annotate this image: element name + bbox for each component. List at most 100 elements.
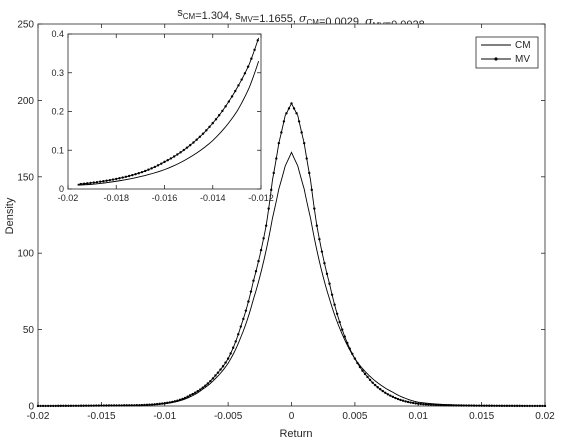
inset-point-mv: [243, 72, 247, 75]
inset-point-mv: [98, 180, 102, 183]
main-point-mv: [467, 404, 471, 407]
main-point-mv: [120, 404, 123, 407]
main-point-mv: [480, 404, 483, 407]
main-point-mv: [280, 131, 283, 134]
main-point-mv: [105, 404, 108, 407]
main-point-mv: [508, 404, 511, 408]
title-subscript-0: CM: [183, 12, 196, 21]
main-point-mv: [381, 389, 384, 393]
main-point-mv: [155, 402, 159, 406]
main-point-mv: [87, 404, 90, 407]
main-point-mv: [404, 400, 407, 403]
inset-point-mv: [237, 84, 240, 87]
inset-ytick-label-3: 0.3: [51, 68, 64, 78]
main-point-mv: [67, 404, 70, 408]
main-point-mv: [290, 102, 293, 105]
main-point-mv: [229, 352, 232, 355]
inset-point-mv: [211, 121, 214, 125]
main-point-mv: [315, 224, 319, 227]
main-point-mv: [498, 404, 501, 408]
main-point-mv: [361, 369, 364, 372]
main-point-mv: [308, 171, 311, 175]
inset-point-mv: [182, 148, 185, 152]
main-point-mv: [536, 404, 539, 408]
main-point-mv: [95, 404, 98, 407]
main-point-mv: [368, 378, 372, 382]
main-point-mv: [396, 397, 400, 401]
main-point-mv: [305, 157, 308, 160]
inset-point-mv: [195, 138, 198, 141]
main-point-mv: [219, 368, 222, 371]
inset-series-line-cm: [77, 60, 260, 186]
main-point-mv: [338, 320, 341, 324]
main-point-mv: [244, 309, 248, 312]
main-point-mv: [409, 401, 412, 404]
main-point-mv: [490, 404, 493, 407]
main-point-mv: [328, 282, 331, 285]
main-point-mv: [211, 377, 215, 380]
main-point-mv: [234, 340, 237, 343]
main-point-mv: [363, 372, 367, 376]
inset-series-group: [77, 37, 260, 186]
main-point-mv: [302, 141, 306, 145]
main-point-mv: [102, 404, 106, 407]
legend-label-mv: MV: [515, 54, 530, 65]
main-xtick-label-5: 0.005: [342, 411, 367, 422]
inset-point-mv: [86, 182, 89, 185]
inset-xtick-label-0: -0.02: [58, 193, 79, 203]
main-point-mv: [465, 404, 468, 407]
main-point-mv: [140, 403, 144, 407]
main-point-mv: [515, 404, 519, 408]
inset-point-mv: [140, 170, 144, 174]
main-point-mv: [201, 386, 204, 389]
main-point-mv: [371, 381, 374, 384]
main-point-mv: [510, 404, 514, 408]
inset-point-mv: [253, 48, 256, 52]
main-point-mv: [257, 259, 260, 263]
main-point-mv: [472, 404, 476, 407]
main-point-mv: [528, 404, 531, 408]
main-point-mv: [475, 404, 478, 407]
main-point-mv: [341, 328, 344, 331]
main-point-mv: [173, 400, 177, 403]
main-point-mv: [153, 403, 156, 406]
main-point-mv: [482, 404, 486, 407]
inset-ytick-label-4: 0.4: [51, 29, 64, 39]
inset-point-mv: [166, 158, 169, 162]
main-point-mv: [424, 403, 428, 406]
main-point-mv: [411, 401, 415, 405]
main-point-mv: [493, 404, 496, 407]
main-point-mv: [166, 401, 169, 405]
main-point-mv: [181, 397, 184, 401]
main-point-mv: [92, 404, 95, 407]
main-series-line-cm: [37, 151, 546, 407]
main-point-mv: [300, 131, 303, 134]
inset-point-mv: [121, 176, 124, 179]
main-point-mv: [391, 395, 395, 399]
main-point-mv: [325, 272, 329, 276]
inset-point-mv: [163, 160, 166, 164]
main-point-mv: [216, 371, 220, 374]
main-point-mv: [485, 404, 488, 407]
main-point-mv: [292, 107, 296, 110]
main-point-mv: [272, 171, 275, 175]
main-point-mv: [414, 402, 417, 405]
main-point-mv: [247, 300, 250, 303]
main-xtick-label-4: 0: [289, 411, 295, 422]
main-point-mv: [264, 224, 268, 227]
main-point-mv: [394, 396, 397, 400]
main-point-mv: [138, 404, 141, 407]
main-point-mv: [57, 404, 60, 408]
main-point-mv: [495, 404, 499, 407]
main-point-mv: [221, 365, 225, 368]
inset-point-mv: [131, 173, 134, 177]
inset-ytick-label-0: 0: [59, 184, 64, 194]
main-point-mv: [434, 403, 438, 407]
main-point-mv: [366, 375, 369, 379]
main-point-mv: [188, 394, 192, 397]
inset-point-mv: [147, 168, 150, 171]
title-part-0: s: [177, 7, 183, 19]
main-point-mv: [462, 404, 466, 407]
main-ytick-label-1: 50: [23, 325, 35, 336]
inset-xtick-label-1: -0.018: [103, 193, 129, 203]
